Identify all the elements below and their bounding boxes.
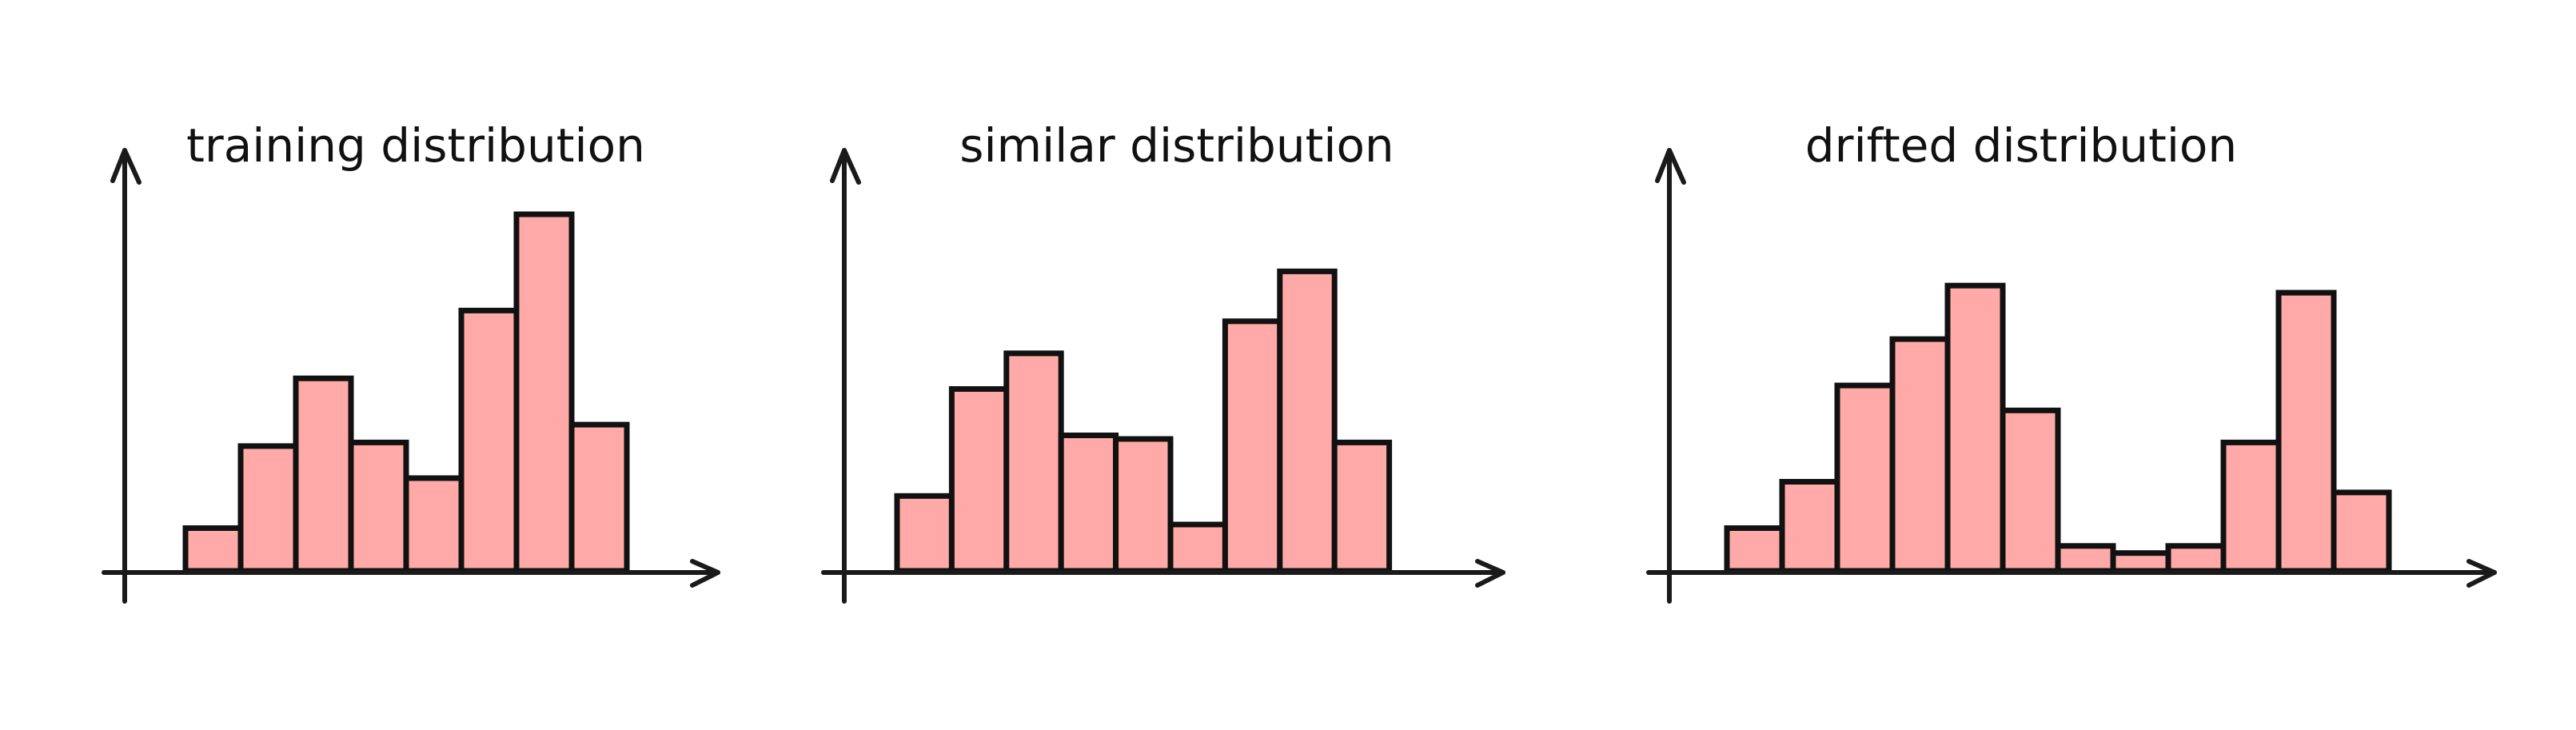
bar-similar-3	[1003, 350, 1064, 574]
bar-similar-2	[948, 386, 1010, 574]
y-axis-arrow-training	[110, 148, 142, 185]
bar-training-7	[513, 211, 575, 574]
bar-drifted-6	[2000, 407, 2061, 574]
bar-training-1	[182, 525, 244, 574]
x-axis-arrow-similar	[1475, 559, 1505, 588]
bar-drifted-12	[2331, 489, 2392, 574]
bar-training-3	[293, 375, 354, 574]
bar-drifted-9	[2165, 543, 2227, 574]
x-axis-arrow-training	[690, 559, 720, 588]
bars-drifted	[1724, 282, 2392, 574]
bar-drifted-5	[1944, 282, 2006, 574]
chart-panel-drifted: drifted distribution	[1646, 118, 2497, 604]
bar-similar-7	[1222, 318, 1283, 574]
bars-similar	[894, 268, 1393, 574]
chart-panel-similar: similar distribution	[821, 118, 1505, 604]
chart-title-drifted: drifted distribution	[1805, 118, 2237, 173]
bar-training-5	[403, 475, 465, 574]
y-axis-arrow-similar	[830, 148, 861, 185]
bar-training-4	[348, 439, 409, 574]
bar-similar-1	[894, 493, 955, 574]
bar-drifted-11	[2275, 289, 2337, 574]
bar-drifted-8	[2110, 550, 2171, 574]
bar-drifted-4	[1889, 336, 1951, 574]
bar-similar-4	[1058, 433, 1119, 574]
axes-similar	[821, 148, 1505, 604]
y-axis-arrow-drifted	[1655, 148, 1686, 185]
chart-title-training: training distribution	[186, 118, 645, 173]
axes-training	[102, 148, 720, 604]
bar-similar-5	[1113, 436, 1174, 574]
bar-drifted-10	[2220, 439, 2282, 574]
chart-panel-training: training distribution	[102, 118, 720, 604]
bar-training-6	[458, 307, 520, 574]
bar-similar-9	[1331, 439, 1393, 574]
chart-title-similar: similar distribution	[959, 118, 1394, 173]
bar-drifted-3	[1834, 382, 1896, 574]
bar-similar-6	[1167, 521, 1228, 574]
bar-drifted-2	[1779, 479, 1840, 574]
x-axis-arrow-drifted	[2466, 559, 2497, 588]
bar-training-2	[237, 443, 299, 574]
bar-drifted-7	[2055, 543, 2116, 574]
bars-training	[182, 211, 630, 574]
axes-drifted	[1646, 148, 2497, 604]
bar-drifted-1	[1724, 525, 1785, 574]
bar-similar-8	[1277, 268, 1338, 574]
bar-training-8	[568, 421, 630, 574]
